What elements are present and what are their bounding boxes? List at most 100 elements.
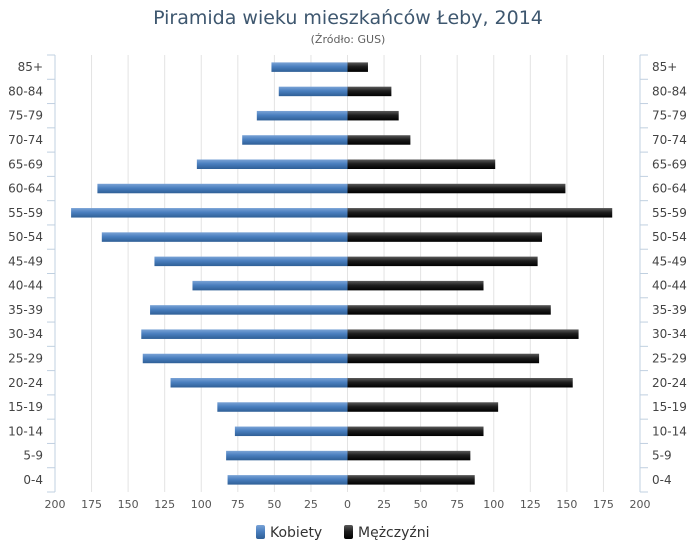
x-tick-label: 150: [118, 498, 139, 511]
category-label-right: 85+: [652, 60, 677, 74]
x-tick-label: 100: [191, 498, 212, 511]
x-tick-label: 200: [630, 498, 651, 511]
category-label-right: 45-49: [652, 254, 687, 268]
legend-label-kobiety[interactable]: Kobiety: [270, 525, 322, 541]
x-tick-label: 200: [45, 498, 66, 511]
category-label-right: 70-74: [652, 133, 687, 147]
legend-symbol-kobiety[interactable]: [256, 525, 265, 539]
category-label-left: 55-59: [8, 206, 43, 220]
category-label-left: 35-39: [8, 303, 43, 317]
category-label-right: 35-39: [652, 303, 687, 317]
x-tick-label: 25: [304, 498, 318, 511]
category-label-left: 65-69: [8, 157, 43, 171]
bar-kobiety-85+[interactable]: [271, 62, 348, 72]
legend-label-mezczyzni[interactable]: Mężczyźni: [358, 525, 429, 541]
bar-mezczyzni-10-14[interactable]: [347, 426, 484, 437]
bar-kobiety-15-19[interactable]: [217, 402, 348, 412]
bar-kobiety-40-44[interactable]: [192, 280, 348, 291]
chart-title: Piramida wieku mieszkańców Łeby, 2014: [153, 7, 543, 29]
category-label-right: 60-64: [652, 182, 687, 196]
category-label-left: 30-34: [8, 327, 43, 341]
category-label-right: 25-29: [652, 351, 687, 365]
category-label-left: 80-84: [8, 84, 43, 98]
bar-kobiety-65-69[interactable]: [196, 159, 348, 170]
x-tick-label: 175: [81, 498, 102, 511]
x-tick-label: 75: [231, 498, 245, 511]
bar-kobiety-45-49[interactable]: [154, 256, 348, 267]
chart-subtitle: (Źródło: GUS): [311, 33, 386, 46]
x-tick-label: 125: [154, 498, 175, 511]
grid-lines: [54, 55, 641, 492]
category-labels: 85+ 85+ 80-84 80-84 75-79 75-79 70-74 70-74 65-6…: [8, 60, 687, 487]
category-label-right: 75-79: [652, 109, 687, 123]
category-label-right: 30-34: [652, 327, 687, 341]
bar-kobiety-20-24[interactable]: [170, 378, 348, 388]
bar-mezczyzni-55-59[interactable]: [347, 208, 613, 218]
category-label-left: 50-54: [8, 230, 43, 244]
x-tick-label: 150: [556, 498, 577, 511]
x-tick-label: 75: [450, 498, 464, 511]
bars: [71, 62, 613, 485]
bar-kobiety-5-9[interactable]: [226, 450, 348, 461]
bar-kobiety-70-74[interactable]: [242, 135, 348, 145]
x-tick-label: 25: [377, 498, 391, 511]
category-label-right: 50-54: [652, 230, 687, 244]
bar-mezczyzni-35-39[interactable]: [347, 305, 551, 315]
category-label-left: 10-14: [8, 424, 43, 438]
category-label-right: 0-4: [652, 473, 672, 487]
bar-mezczyzni-50-54[interactable]: [347, 232, 543, 242]
bar-mezczyzni-0-4[interactable]: [347, 475, 475, 485]
x-tick-label: 50: [267, 498, 281, 511]
bar-mezczyzni-15-19[interactable]: [347, 402, 499, 412]
x-tick-label: 125: [520, 498, 541, 511]
bar-kobiety-25-29[interactable]: [142, 353, 348, 364]
category-label-left: 0-4: [23, 473, 43, 487]
bar-kobiety-10-14[interactable]: [234, 426, 348, 437]
bar-kobiety-55-59[interactable]: [71, 208, 348, 218]
bar-kobiety-75-79[interactable]: [256, 110, 348, 121]
bar-mezczyzni-30-34[interactable]: [347, 329, 579, 339]
bar-kobiety-60-64[interactable]: [97, 183, 348, 194]
x-tick-labels: 200 175 150 125 100 75 50 25 0 25 50 75 100 125 150 175…: [45, 498, 651, 511]
x-tick-label: 100: [483, 498, 504, 511]
bar-kobiety-50-54[interactable]: [101, 232, 348, 242]
category-label-left: 15-19: [8, 400, 43, 414]
axes: [47, 54, 648, 493]
legend-symbol-mezczyzni[interactable]: [344, 525, 353, 539]
category-label-left: 20-24: [8, 376, 43, 390]
legend[interactable]: Kobiety Mężczyźni: [256, 525, 429, 541]
category-label-right: 15-19: [652, 400, 687, 414]
bar-kobiety-30-34[interactable]: [141, 329, 348, 339]
bar-mezczyzni-40-44[interactable]: [347, 280, 484, 291]
category-label-right: 10-14: [652, 424, 687, 438]
category-label-right: 20-24: [652, 376, 687, 390]
category-label-left: 25-29: [8, 351, 43, 365]
x-tick-label: 175: [593, 498, 614, 511]
category-label-left: 5-9: [23, 449, 43, 463]
bar-kobiety-35-39[interactable]: [150, 305, 348, 315]
bar-mezczyzni-75-79[interactable]: [347, 110, 399, 121]
category-label-left: 45-49: [8, 254, 43, 268]
bar-mezczyzni-45-49[interactable]: [347, 256, 538, 267]
bar-mezczyzni-85+[interactable]: [347, 62, 368, 72]
bar-mezczyzni-70-74[interactable]: [347, 135, 411, 145]
x-tick-label: 0: [344, 498, 351, 511]
category-label-left: 75-79: [8, 109, 43, 123]
category-label-right: 5-9: [652, 449, 672, 463]
bar-mezczyzni-25-29[interactable]: [347, 353, 540, 364]
bar-kobiety-0-4[interactable]: [227, 475, 348, 485]
bar-mezczyzni-65-69[interactable]: [347, 159, 496, 170]
category-label-right: 80-84: [652, 84, 687, 98]
category-label-left: 60-64: [8, 182, 43, 196]
category-label-left: 70-74: [8, 133, 43, 147]
category-label-left: 40-44: [8, 279, 43, 293]
category-label-right: 40-44: [652, 279, 687, 293]
bar-mezczyzni-80-84[interactable]: [347, 86, 392, 97]
bar-mezczyzni-20-24[interactable]: [347, 378, 573, 388]
bar-kobiety-80-84[interactable]: [278, 86, 348, 97]
x-tick-label: 50: [414, 498, 428, 511]
category-label-right: 55-59: [652, 206, 687, 220]
bar-mezczyzni-5-9[interactable]: [347, 450, 471, 461]
bar-mezczyzni-60-64[interactable]: [347, 183, 566, 194]
